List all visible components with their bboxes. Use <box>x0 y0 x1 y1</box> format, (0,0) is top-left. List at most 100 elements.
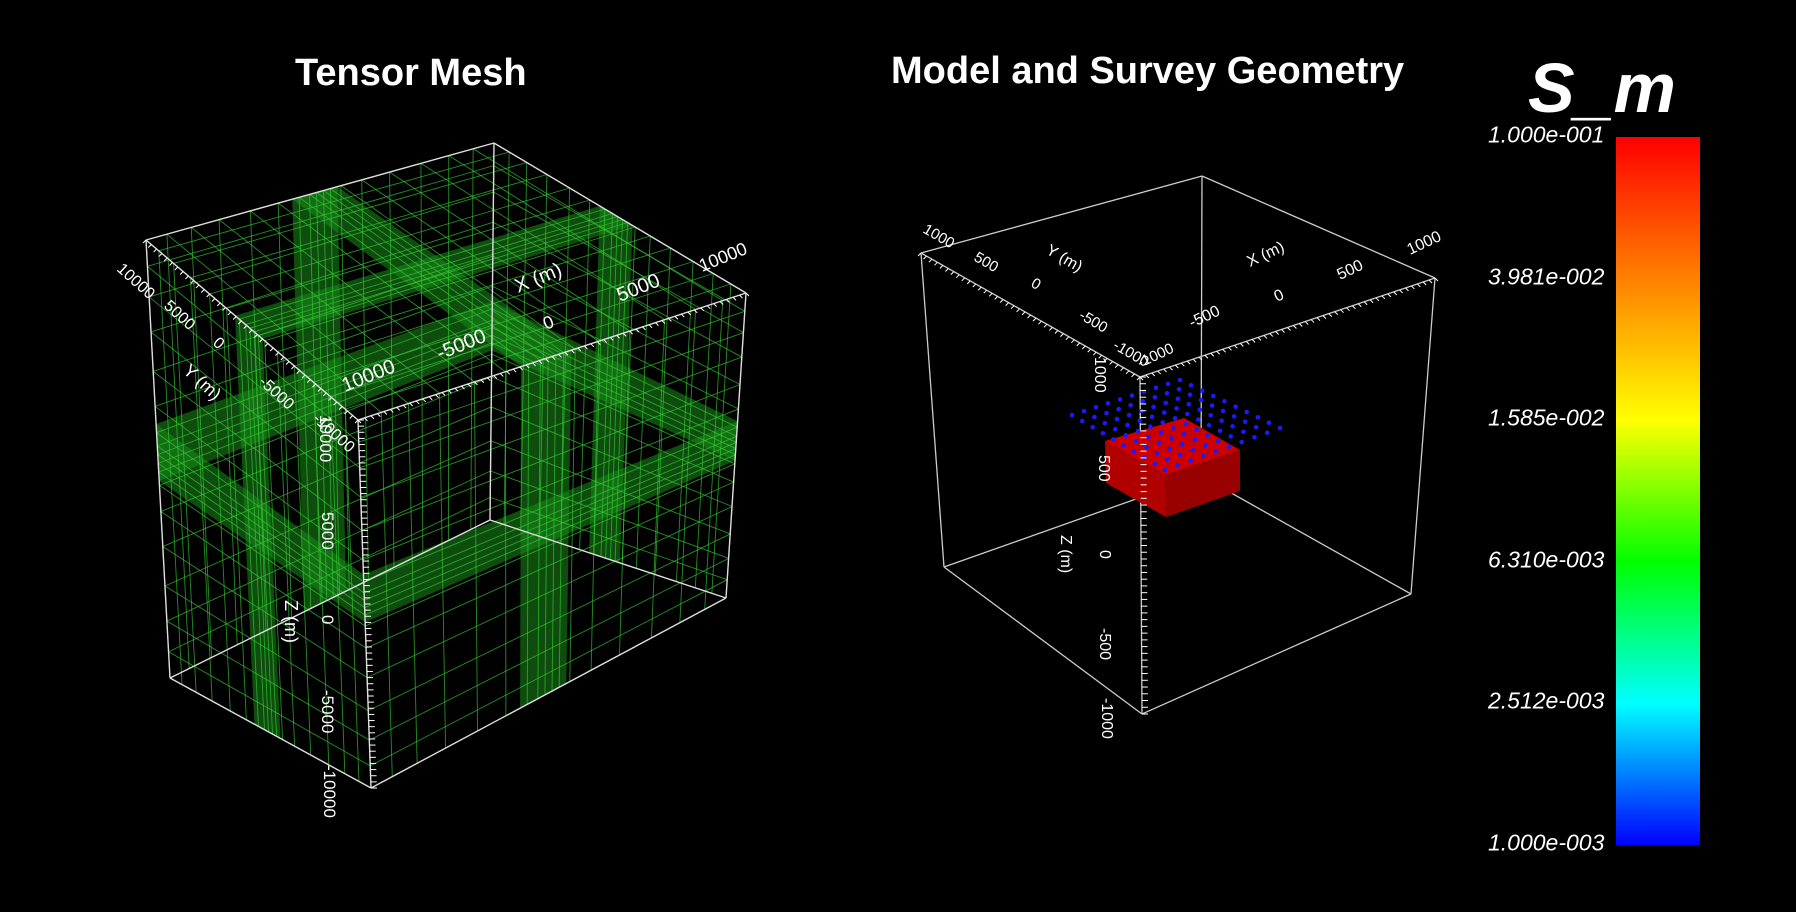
mesh-gridline <box>158 250 183 685</box>
mesh-tick <box>328 397 332 401</box>
mesh-gridline <box>264 340 284 740</box>
receiver-point <box>1181 431 1187 437</box>
mesh-tick <box>713 303 718 307</box>
mesh-gridline <box>363 435 737 594</box>
geometry-tick <box>977 286 982 291</box>
receiver-point <box>1114 416 1120 422</box>
mesh-tick <box>687 311 692 316</box>
mesh-tick <box>306 379 311 383</box>
geometry-tick <box>1136 376 1141 381</box>
mesh-tick <box>648 324 653 329</box>
mesh-gridline <box>154 406 364 561</box>
geometry-frame-edge <box>1410 277 1436 595</box>
receiver-point <box>1231 414 1237 419</box>
receiver-point <box>1242 419 1248 425</box>
mesh-tick <box>253 334 258 338</box>
mesh-gridline <box>277 202 506 373</box>
geometry-tick <box>1059 333 1064 337</box>
mesh-band <box>156 424 366 623</box>
mesh-gridline <box>472 148 723 302</box>
colorbar-label-max: 1.000e-001 <box>1488 121 1605 148</box>
mesh-tick <box>635 328 640 333</box>
mesh-tick <box>609 337 614 341</box>
mesh-tick <box>700 307 705 312</box>
mesh-gridline <box>651 319 665 638</box>
geometry-tick <box>1298 323 1303 327</box>
geometry-tick <box>1076 342 1081 347</box>
receiver-point <box>1241 429 1246 435</box>
mesh-tick <box>726 298 730 303</box>
geometry-y-tick-label: 0 <box>1028 275 1044 294</box>
mesh-tick <box>291 365 295 370</box>
mesh-gridline <box>359 332 744 469</box>
geometry-tick <box>955 274 960 279</box>
mesh-tick <box>301 374 306 379</box>
geometry-tick <box>983 289 988 294</box>
receiver-point <box>1179 442 1185 447</box>
mesh-tick <box>525 364 530 369</box>
mesh-gridline <box>380 412 393 777</box>
geometry-tick <box>1054 330 1059 334</box>
geometry-tick <box>923 255 927 260</box>
mesh-gridline <box>358 310 745 443</box>
mesh-gridline <box>253 331 273 735</box>
block-side-face <box>1165 450 1240 517</box>
geometry-x-tick-label: -500 <box>1187 303 1223 332</box>
receiver-point <box>1198 397 1204 403</box>
mesh-tick <box>674 315 679 320</box>
receiver-point <box>1093 404 1099 410</box>
mesh-gridline <box>190 277 213 702</box>
mesh-gridline <box>569 348 576 682</box>
geometry-frame-edge <box>1141 593 1412 715</box>
geometry-frame-edge <box>1200 175 1203 477</box>
mesh-gridline <box>473 381 478 732</box>
receiver-point <box>1117 397 1123 402</box>
geometry-tick <box>1157 370 1162 375</box>
receiver-point <box>1192 437 1198 443</box>
mesh-tick <box>333 401 338 406</box>
mesh-gridline <box>154 285 493 407</box>
receiver-point <box>1188 383 1194 388</box>
colorbar-gradient <box>1616 137 1700 845</box>
geometry-tick <box>1043 323 1048 328</box>
mesh-gridline <box>370 579 728 767</box>
geometry-tick <box>950 271 955 275</box>
mesh-gridline <box>491 334 736 449</box>
geometry-tick <box>1175 364 1179 369</box>
mesh-tick <box>185 275 189 280</box>
mesh-tick <box>389 409 394 413</box>
mesh-tick <box>264 343 269 347</box>
geometry-tick <box>961 277 966 282</box>
mesh-frame-edge <box>489 519 727 599</box>
mesh-gridline <box>249 328 269 732</box>
receiver-point <box>1199 388 1205 394</box>
mesh-gridline <box>316 192 549 359</box>
receiver-point <box>1201 453 1206 459</box>
geometry-z-tick-label: 500 <box>1095 455 1112 482</box>
mesh-gridline <box>158 151 510 252</box>
receiver-point <box>1197 407 1203 413</box>
receiver-point <box>1128 402 1133 408</box>
receiver-point <box>1172 416 1178 421</box>
mesh-tick <box>461 385 465 390</box>
receiver-point <box>1188 458 1193 464</box>
mesh-tick <box>269 347 274 352</box>
receiver-point <box>1152 461 1157 467</box>
mesh-x-tick-label: 10000 <box>696 238 750 275</box>
geometry-tick <box>1328 313 1333 317</box>
mesh-gridline <box>159 484 366 627</box>
geometry-y-tick-label: -500 <box>1076 307 1111 337</box>
geometry-tick <box>1369 299 1374 304</box>
receiver-point <box>1205 433 1210 438</box>
mesh-gridline <box>313 382 330 765</box>
geometry-tick <box>939 265 944 269</box>
mesh-gridline <box>160 376 492 512</box>
geometry-tick <box>1434 277 1439 282</box>
mesh-gridline <box>365 463 735 627</box>
mesh-frame-edge <box>493 142 747 294</box>
receiver-point <box>1129 393 1135 398</box>
mesh-gridline <box>558 352 565 688</box>
